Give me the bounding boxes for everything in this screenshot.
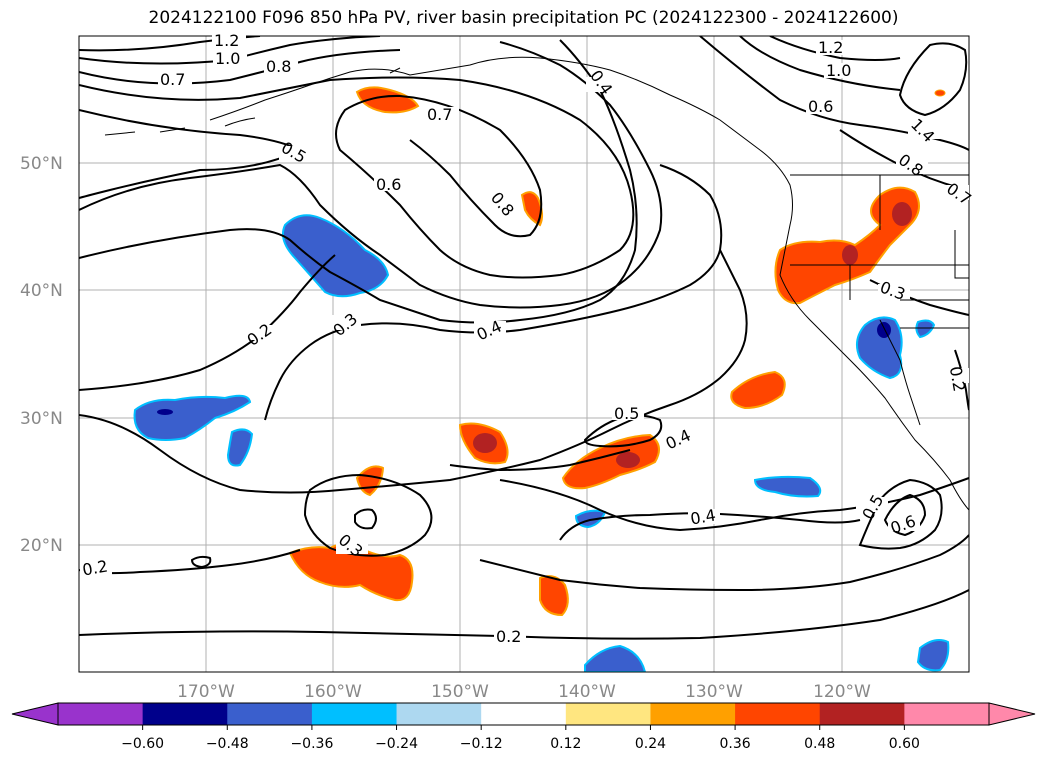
colorbar-tick-label: 0.48 — [804, 736, 835, 752]
pv-contours — [79, 36, 969, 640]
latitude-labels: 50°N 40°N 30°N 20°N — [20, 154, 63, 556]
colorbar-tick-label: 0.12 — [550, 736, 581, 752]
colorbar-extend-right — [988, 702, 1036, 726]
contour-label: 1.2 — [818, 38, 843, 57]
map-frame — [78, 35, 970, 673]
contour-label: 0.6 — [808, 97, 833, 116]
contour-label: 0.2 — [81, 556, 109, 579]
colorbar-segment — [650, 703, 736, 725]
colorbar-tick-label: 0.36 — [720, 736, 751, 752]
colorbar-tick-label: −0.36 — [290, 736, 333, 752]
contour-label: 1.0 — [826, 61, 851, 80]
contour-label: 0.2 — [946, 365, 969, 393]
precip-pos-core — [892, 202, 912, 226]
lon-label: 160°W — [304, 682, 362, 702]
precip-neg-core — [157, 409, 173, 415]
precip-pos-core — [473, 433, 497, 453]
colorbar-segment — [735, 703, 821, 725]
colorbar-segment — [819, 703, 905, 725]
lon-label: 120°W — [813, 682, 871, 702]
precip-pos-blob — [539, 575, 569, 617]
colorbar-segment — [58, 703, 144, 725]
colorbar-tick-label: 0.24 — [635, 736, 666, 752]
precip-pos-blob — [730, 370, 786, 410]
colorbar-segment — [396, 703, 482, 725]
contour-label: 0.5 — [614, 404, 639, 423]
contour-label: 0.6 — [376, 175, 401, 194]
precip-neg-blob — [753, 475, 822, 498]
longitude-labels: 170°W 160°W 150°W 140°W 130°W 120°W — [177, 682, 871, 702]
precip-pos-blob — [934, 89, 946, 97]
lat-label: 50°N — [20, 154, 63, 174]
colorbar-tick-label: −0.60 — [121, 736, 164, 752]
precip-neg-blob — [915, 319, 936, 339]
colorbar-segment — [142, 703, 228, 725]
colorbar-segment — [565, 703, 651, 725]
precip-pos-blob — [561, 433, 660, 490]
contour-label: 0.2 — [496, 627, 521, 646]
lat-label: 20°N — [20, 536, 63, 556]
colorbar-segment — [904, 703, 990, 725]
precip-neg-core — [877, 322, 891, 338]
precip-pos-blob — [774, 186, 920, 305]
precip-neg-blob — [133, 394, 252, 441]
graticule — [79, 36, 969, 672]
lat-label: 40°N — [20, 281, 63, 301]
precip-pos-blob — [520, 191, 544, 227]
precip-neg-blob — [226, 428, 254, 467]
map-title: 2024122100 F096 850 hPa PV, river basin … — [148, 8, 899, 28]
precip-neg-blob — [916, 639, 950, 672]
lat-label: 30°N — [20, 409, 63, 429]
precip-neg-blob — [584, 644, 647, 672]
colorbar-segment — [481, 703, 567, 725]
colorbar-extend-left — [11, 702, 59, 726]
colorbar-segment — [227, 703, 313, 725]
colorbar-tick-label: −0.48 — [206, 736, 249, 752]
lon-label: 150°W — [431, 682, 489, 702]
lon-label: 170°W — [177, 682, 235, 702]
precip-shading — [133, 86, 950, 672]
precip-pos-core — [616, 452, 640, 468]
colorbar: −0.60 −0.48 −0.36 −0.24 −0.12 0.12 0.24 0.36 0.4… — [11, 702, 1036, 752]
coastlines — [104, 56, 969, 511]
lon-label: 140°W — [558, 682, 616, 702]
contour-label: 0.4 — [689, 505, 717, 528]
map-panel — [79, 36, 969, 672]
contour-label: 0.8 — [266, 57, 291, 76]
contour-label: 0.7 — [160, 70, 185, 89]
contour-label: 1.0 — [215, 49, 240, 68]
colorbar-segment — [311, 703, 398, 725]
contour-label: 0.7 — [427, 105, 452, 124]
precip-pos-core — [842, 245, 858, 265]
precip-pos-blob — [355, 86, 420, 114]
contour-label: 1.2 — [214, 31, 239, 50]
lon-label: 130°W — [685, 682, 743, 702]
colorbar-tick-label: −0.24 — [375, 736, 418, 752]
contour-labels: 1.2 1.0 0.8 0.7 0.7 0.5 0.6 0.8 0.4 1.2 … — [80, 31, 975, 646]
colorbar-tick-label: 0.60 — [889, 736, 920, 752]
colorbar-tick-label: −0.12 — [460, 736, 503, 752]
